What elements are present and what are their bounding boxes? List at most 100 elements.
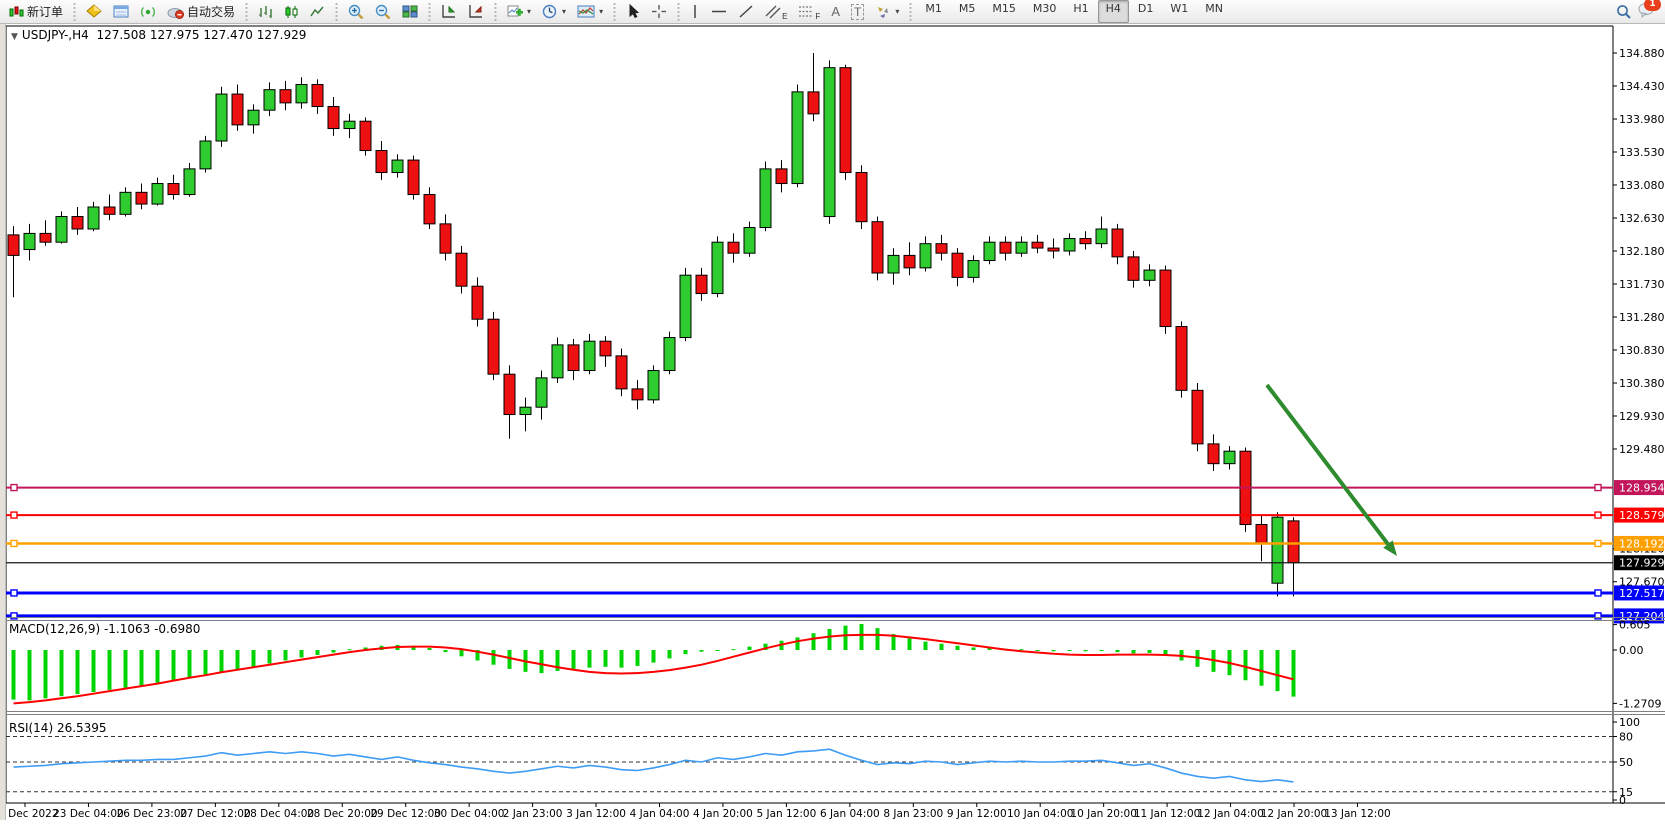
candlestick-chart-button[interactable]: [279, 1, 304, 22]
channel-sub-label: E: [782, 12, 788, 21]
time-tick-label: 4 Jan 04:00: [630, 808, 690, 820]
signals-button[interactable]: [135, 1, 161, 22]
arrows-button[interactable]: ▾: [870, 1, 904, 22]
trend-arrow-shaft[interactable]: [1265, 383, 1390, 546]
zoom-out-icon: [375, 4, 391, 19]
candle-body: [215, 93, 228, 142]
toolbar-separator: [492, 2, 500, 21]
candle-body: [1095, 228, 1108, 245]
market-watch-button[interactable]: [108, 1, 134, 22]
fibonacci-button[interactable]: F: [793, 1, 825, 22]
line-handle[interactable]: [10, 511, 18, 519]
profile-icon: [86, 4, 102, 18]
timeframe-m30[interactable]: M30: [1032, 2, 1057, 15]
candle-body: [871, 221, 884, 274]
indicator-window-down-button[interactable]: [463, 1, 489, 22]
line-handle[interactable]: [10, 612, 18, 620]
candle-body: [951, 252, 964, 278]
timeframe-mn[interactable]: MN: [1205, 2, 1223, 15]
macd-histogram-bar: [587, 650, 592, 668]
horizontal-line-button[interactable]: [706, 1, 732, 22]
add-indicator-button[interactable]: ▾: [502, 1, 536, 22]
candle-body: [759, 168, 772, 229]
price-tag: [1614, 585, 1664, 601]
zoom-out-button[interactable]: [370, 1, 396, 22]
macd-histogram-bar: [443, 650, 448, 653]
time-tick-label: 5 Jan 12:00: [756, 808, 816, 820]
candle-body: [1015, 241, 1028, 254]
rsi-axis-label: 50: [1619, 756, 1633, 769]
templates-button[interactable]: ▾: [572, 1, 608, 22]
line-handle[interactable]: [10, 539, 18, 548]
price-tick-label: 134.430: [1619, 80, 1665, 93]
candle-body: [1111, 228, 1124, 258]
macd-axis-label: 0.605: [1619, 619, 1651, 632]
time-tick-label: 6 Jan 04:00: [820, 808, 880, 820]
trendline-button[interactable]: [733, 1, 759, 22]
time-tick-label: 11 Jan 12:00: [1134, 808, 1200, 820]
line-handle[interactable]: [10, 589, 18, 597]
price-tick-label: 131.730: [1619, 278, 1665, 291]
candle-body: [1287, 520, 1300, 564]
timeframe-d1[interactable]: D1: [1137, 2, 1154, 15]
candle-body: [71, 216, 84, 230]
text-icon: A: [831, 4, 840, 19]
candle-body: [439, 223, 452, 254]
candle-body: [183, 168, 196, 196]
line-handle[interactable]: [1594, 612, 1602, 620]
price-tag: [1614, 608, 1664, 624]
macd-histogram-bar: [107, 650, 112, 690]
rsi-axis-label: 15: [1619, 786, 1633, 799]
macd-histogram-bar: [43, 650, 48, 699]
candle-body: [167, 183, 180, 196]
vertical-line-button[interactable]: [685, 1, 705, 22]
period-button[interactable]: ▾: [537, 1, 571, 22]
timeframe-h1[interactable]: H1: [1073, 2, 1089, 15]
trend-arrow-head[interactable]: [1383, 540, 1397, 556]
timeframe-h4-active[interactable]: H4: [1097, 0, 1129, 23]
price-chart-canvas[interactable]: 134.880 134.430 133.980 133.530 133.080 132.6…: [0, 24, 1665, 830]
line-handle[interactable]: [1594, 589, 1602, 597]
line-handle[interactable]: [1594, 539, 1602, 548]
time-tick-label: 10 Jan 04:00: [1007, 808, 1073, 820]
price-tick-label: 134.880: [1619, 47, 1665, 60]
notifications-button[interactable]: 1: [1638, 0, 1661, 22]
crosshair-button[interactable]: [646, 1, 672, 22]
bar-chart-button[interactable]: [253, 1, 278, 22]
search-icon[interactable]: [1616, 4, 1632, 20]
timeframe-m15[interactable]: M15: [992, 2, 1016, 15]
timeframe-m5[interactable]: M5: [958, 2, 976, 15]
line-chart-icon: [310, 6, 324, 16]
line-handle[interactable]: [1594, 511, 1602, 519]
profiles-button[interactable]: [81, 1, 107, 22]
price-tick-label: 131.280: [1619, 311, 1665, 324]
timeframe-w1[interactable]: W1: [1170, 2, 1189, 15]
text-label-button[interactable]: T: [846, 1, 869, 22]
macd-histogram-bar: [1115, 650, 1120, 653]
candle-body: [1223, 450, 1236, 465]
zoom-in-button[interactable]: [343, 1, 369, 22]
time-tick-label: 12 Jan 04:00: [1197, 808, 1263, 820]
chart-collapse-icon[interactable]: ▼: [11, 32, 18, 42]
equidistant-channel-button[interactable]: E: [760, 1, 792, 22]
tile-windows-icon: [402, 5, 418, 18]
line-handle[interactable]: [1594, 483, 1602, 492]
autotrading-button[interactable]: 自动交易: [162, 1, 240, 22]
signals-icon: [140, 6, 156, 18]
new-order-button[interactable]: 新订单: [4, 1, 68, 22]
timeframe-m1[interactable]: M1: [925, 2, 942, 15]
line-chart-button[interactable]: [305, 1, 330, 22]
indicator-window-up-button[interactable]: [436, 1, 462, 22]
cursor-button[interactable]: [621, 1, 645, 22]
candle-body: [1047, 247, 1060, 252]
candle-body: [279, 89, 292, 104]
macd-histogram-bar: [75, 650, 80, 695]
macd-histogram-bar: [1259, 650, 1264, 686]
candle-body: [231, 93, 244, 126]
text-button[interactable]: A: [826, 1, 845, 22]
candle-body: [727, 241, 740, 254]
candle-body: [135, 191, 148, 205]
tile-windows-button[interactable]: [397, 1, 423, 22]
line-handle[interactable]: [10, 483, 18, 492]
macd-histogram-bar: [539, 650, 544, 674]
